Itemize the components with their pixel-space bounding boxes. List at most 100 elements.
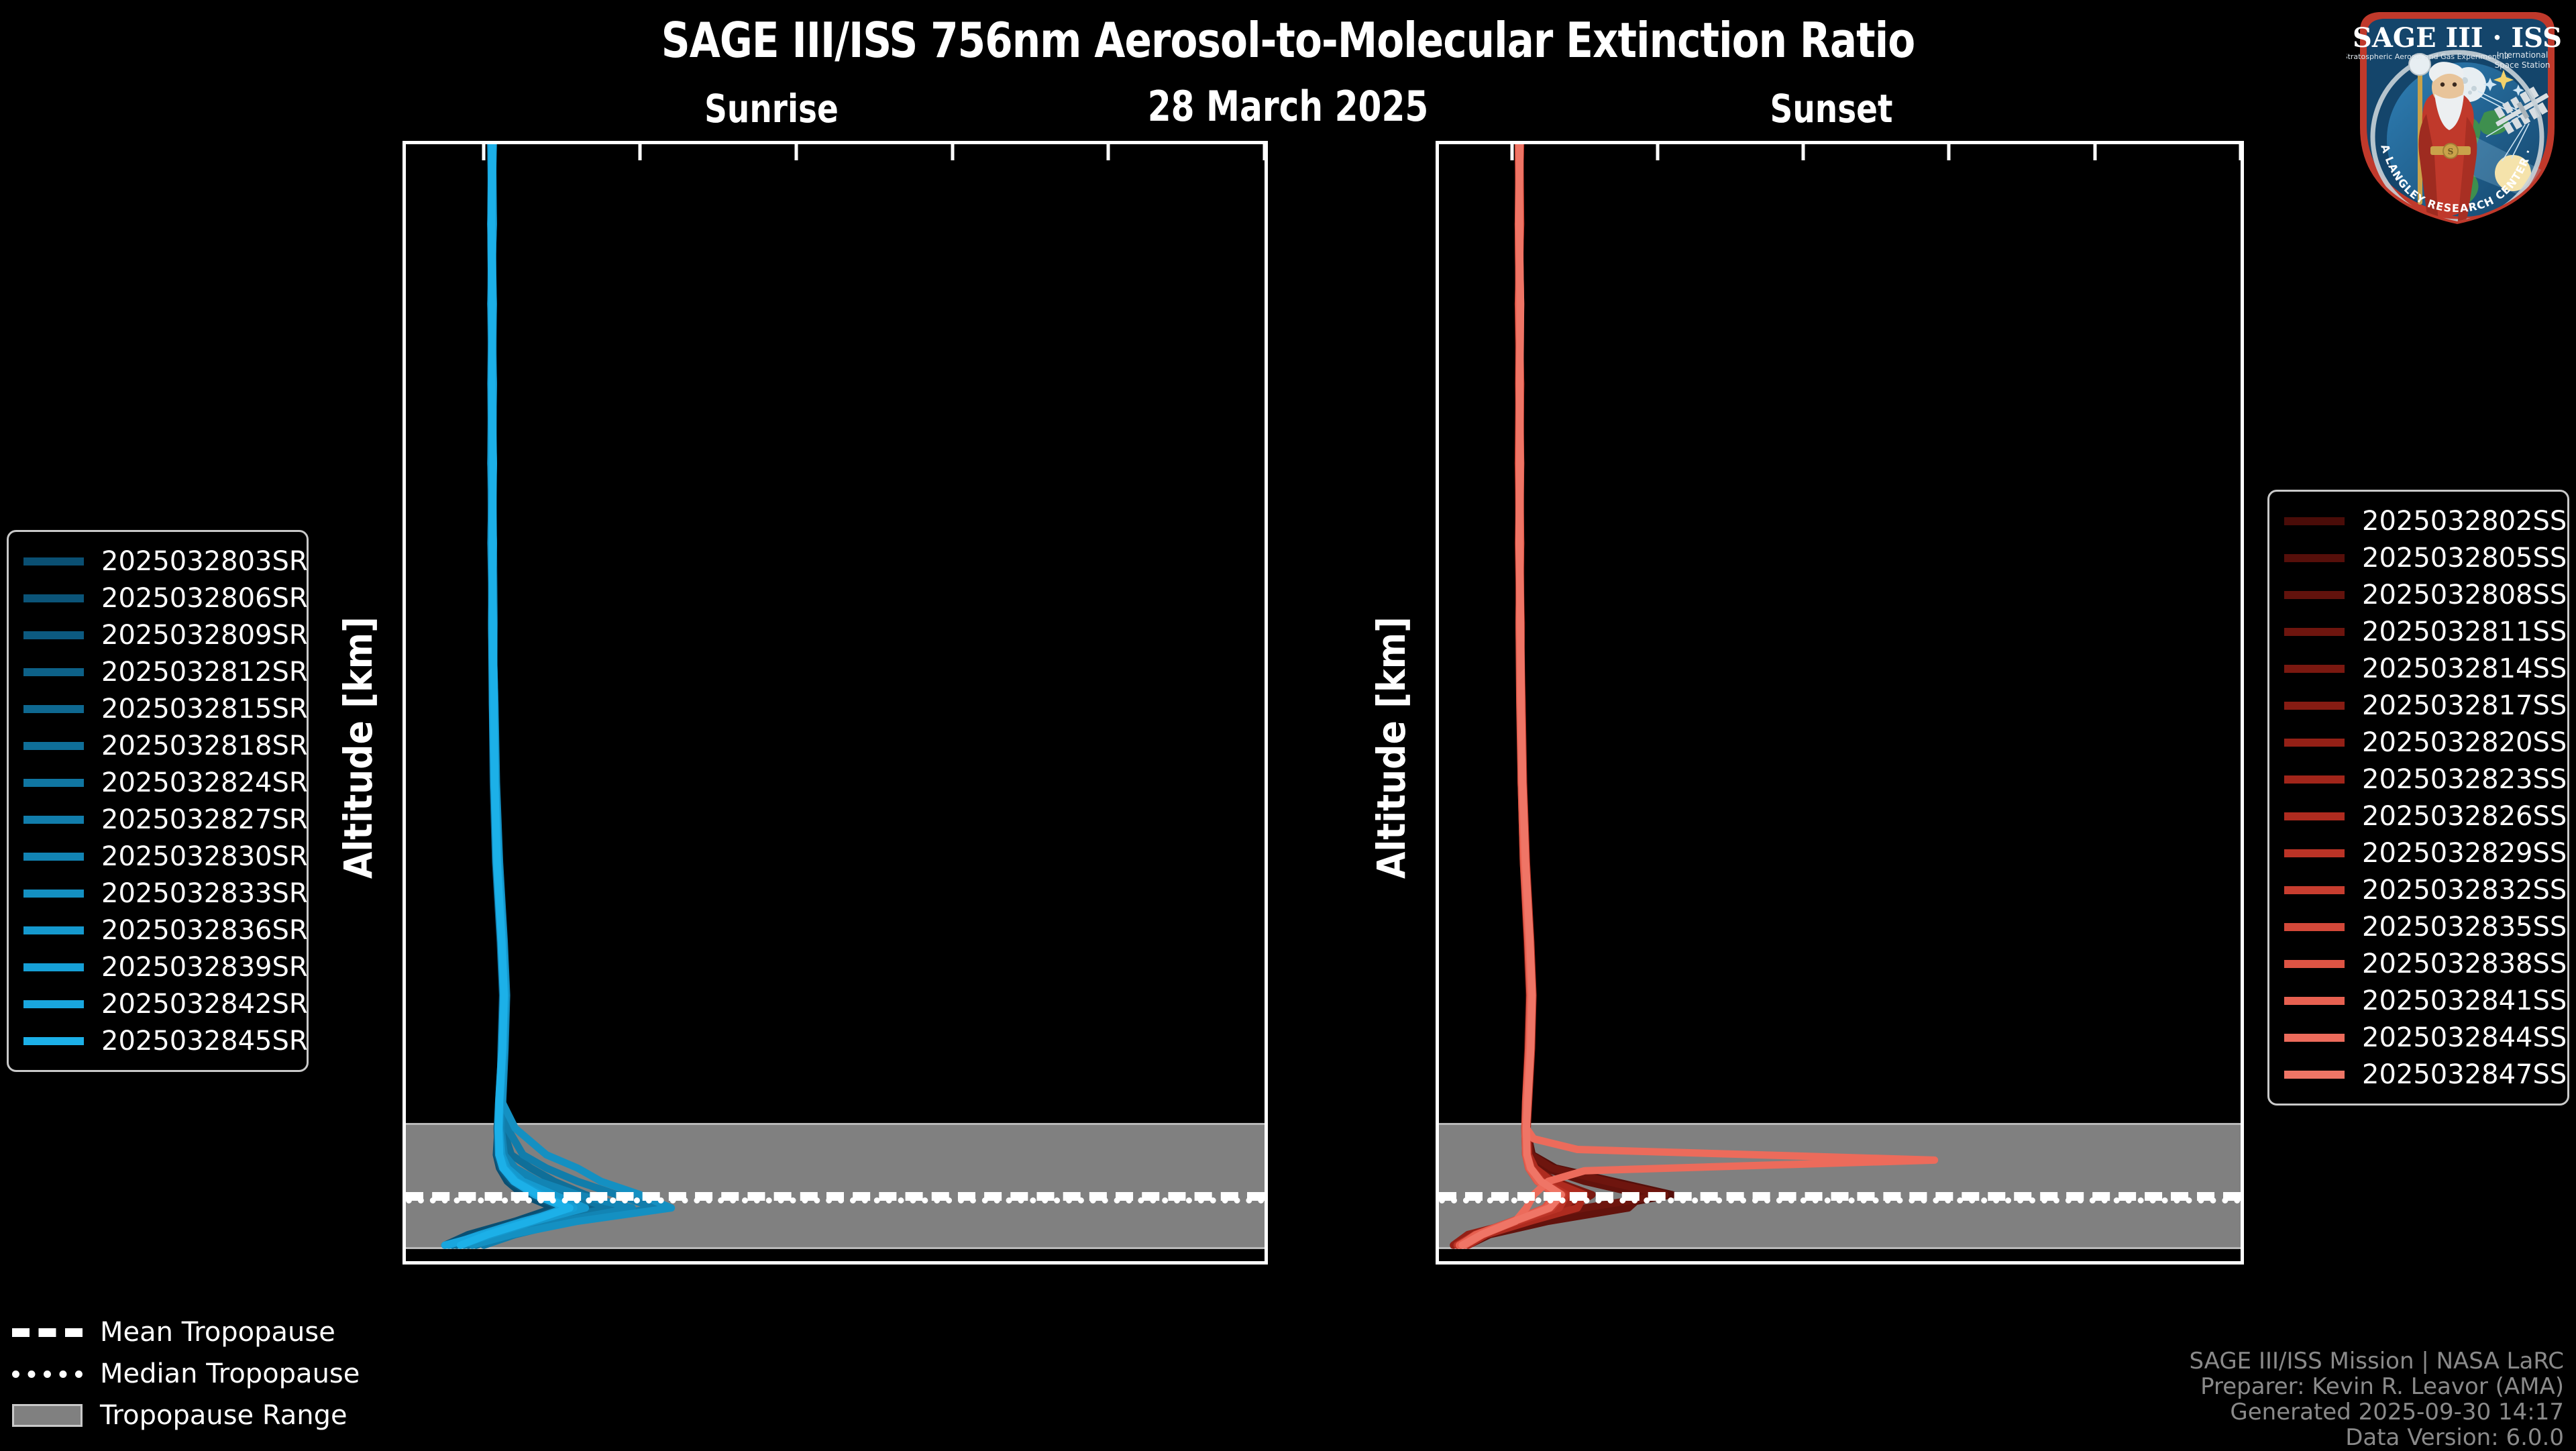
legend-label: 2025032824SR [101, 767, 308, 798]
legend-color-swatch-icon [23, 889, 84, 898]
x-axis-tick-mark [1656, 144, 1660, 160]
legend-item-sunrise[interactable]: 2025032827SR [23, 801, 308, 838]
legend-label: 2025032820SS [2362, 727, 2567, 758]
legend-item-sunset[interactable]: 2025032811SS [2284, 613, 2567, 650]
plot-sunrise: 101520253035404550020406080100Aerosol-To… [402, 141, 1268, 1265]
legend-item-sunrise[interactable]: 2025032803SR [23, 543, 308, 580]
median-tropopause-line [406, 1197, 1265, 1203]
legend-sunrise[interactable]: 2025032803SR 2025032806SR 2025032809SR 2025… [7, 530, 309, 1072]
legend-item-sunrise[interactable]: 2025032839SR [23, 949, 308, 985]
legend-item-sunset[interactable]: 2025032808SS [2284, 576, 2567, 613]
legend-item-mean-tropopause: Mean Tropopause [12, 1311, 388, 1353]
legend-item-sunrise[interactable]: 2025032845SR [23, 1022, 308, 1059]
legend-label: 2025032841SS [2362, 985, 2567, 1016]
legend-item-sunrise[interactable]: 2025032833SR [23, 875, 308, 912]
tropopause-legend: Mean Tropopause Median Tropopause Tropop… [12, 1311, 388, 1436]
legend-item-sunrise[interactable]: 2025032806SR [23, 580, 308, 616]
legend-item-sunset[interactable]: 2025032820SS [2284, 724, 2567, 761]
legend-item-sunrise[interactable]: 2025032812SR [23, 653, 308, 690]
series-layer [1450, 144, 1939, 1249]
series-line [453, 144, 574, 1249]
x-axis-tick-mark [1263, 144, 1265, 160]
legend-color-swatch-icon [23, 778, 84, 787]
legend-item-sunset[interactable]: 2025032841SS [2284, 982, 2567, 1019]
legend-color-swatch-icon [2284, 627, 2345, 636]
legend-item-sunset[interactable]: 2025032805SS [2284, 539, 2567, 576]
legend-color-swatch-icon [23, 557, 84, 566]
legend-item-sunset[interactable]: 2025032847SS [2284, 1056, 2567, 1093]
x-axis-tick-mark [1947, 144, 1951, 160]
legend-item-sunrise[interactable]: 2025032809SR [23, 616, 308, 653]
legend-label: 2025032842SR [101, 988, 308, 1020]
legend-color-swatch-icon [2284, 738, 2345, 747]
y-axis-tick-mark [1436, 276, 1439, 279]
logo-title: SAGE III · ISS [2353, 22, 2562, 54]
x-axis-tick-mark [482, 144, 486, 160]
legend-color-swatch-icon [2284, 590, 2345, 599]
legend-color-swatch-icon [2284, 701, 2345, 710]
legend-color-swatch-icon [2284, 775, 2345, 784]
y-axis-title-sunset: Altitude [km] [1368, 616, 1414, 879]
legend-color-swatch-icon [2284, 959, 2345, 968]
legend-item-sunset[interactable]: 2025032817SS [2284, 687, 2567, 724]
legend-item-sunset[interactable]: 2025032823SS [2284, 761, 2567, 798]
legend-item-sunrise[interactable]: 2025032830SR [23, 838, 308, 875]
x-axis-tick-mark [951, 144, 955, 160]
y-axis-tick-mark [402, 808, 406, 811]
y-axis-tick-mark [402, 674, 406, 678]
legend-color-swatch-icon [2284, 922, 2345, 931]
page-subtitle: 28 March 2025 [1147, 82, 1429, 131]
series-line [1457, 144, 1567, 1249]
panel-title-sunset: Sunset [1770, 86, 1893, 131]
y-axis-tick-mark [1436, 1073, 1439, 1077]
series-line [449, 144, 613, 1249]
legend-item-sunrise[interactable]: 2025032836SR [23, 912, 308, 949]
y-axis-tick-mark [402, 941, 406, 944]
legend-sunset[interactable]: 2025032802SS 2025032805SS 2025032808SS 2025… [2267, 490, 2569, 1106]
legend-label: 2025032809SR [101, 619, 308, 651]
legend-item-sunset[interactable]: 2025032826SS [2284, 798, 2567, 835]
tropopause-range-band [1439, 1122, 2241, 1250]
series-line [1457, 144, 1563, 1249]
x-axis-tick-mark [2093, 144, 2097, 160]
x-axis-tick-mark [2239, 144, 2241, 160]
legend-label: 2025032827SR [101, 804, 308, 835]
legend-item-sunrise[interactable]: 2025032824SR [23, 764, 308, 801]
y-axis-tick-mark [1436, 674, 1439, 678]
legend-label: 2025032826SS [2362, 800, 2567, 832]
legend-item-sunset[interactable]: 2025032832SS [2284, 871, 2567, 908]
legend-item-sunrise[interactable]: 2025032815SR [23, 690, 308, 727]
svg-text:S: S [2448, 147, 2454, 156]
legend-label: 2025032805SS [2362, 542, 2567, 574]
legend-color-swatch-icon [2284, 1070, 2345, 1079]
legend-item-tropopause-range: Tropopause Range [12, 1395, 388, 1436]
legend-label: 2025032830SR [101, 841, 308, 872]
legend-color-swatch-icon [23, 631, 84, 639]
legend-label: 2025032806SR [101, 582, 308, 614]
legend-item-sunrise[interactable]: 2025032842SR [23, 985, 308, 1022]
legend-item-sunset[interactable]: 2025032829SS [2284, 835, 2567, 871]
series-line [456, 144, 582, 1249]
legend-color-swatch-icon [23, 704, 84, 713]
legend-color-swatch-icon [23, 1000, 84, 1008]
legend-item-sunset[interactable]: 2025032814SS [2284, 650, 2567, 687]
legend-color-swatch-icon [23, 963, 84, 971]
panel-title-sunrise: Sunrise [704, 86, 839, 131]
legend-item-sunset[interactable]: 2025032844SS [2284, 1019, 2567, 1056]
y-axis-tick-mark [402, 409, 406, 412]
legend-label: 2025032814SS [2362, 653, 2567, 684]
legend-label: 2025032833SR [101, 877, 308, 909]
series-line [1458, 144, 1566, 1249]
legend-label: 2025032811SS [2362, 616, 2567, 647]
legend-item-sunrise[interactable]: 2025032818SR [23, 727, 308, 764]
legend-label: 2025032839SR [101, 951, 308, 983]
series-line [1455, 144, 1561, 1249]
legend-item-sunset[interactable]: 2025032802SS [2284, 502, 2567, 539]
series-line [1460, 144, 1939, 1249]
series-line [480, 144, 659, 1249]
legend-item-sunset[interactable]: 2025032838SS [2284, 945, 2567, 982]
legend-label: 2025032829SS [2362, 837, 2567, 869]
legend-item-sunset[interactable]: 2025032835SS [2284, 908, 2567, 945]
y-axis-tick-mark [1436, 409, 1439, 412]
legend-label: 2025032803SR [101, 545, 308, 577]
